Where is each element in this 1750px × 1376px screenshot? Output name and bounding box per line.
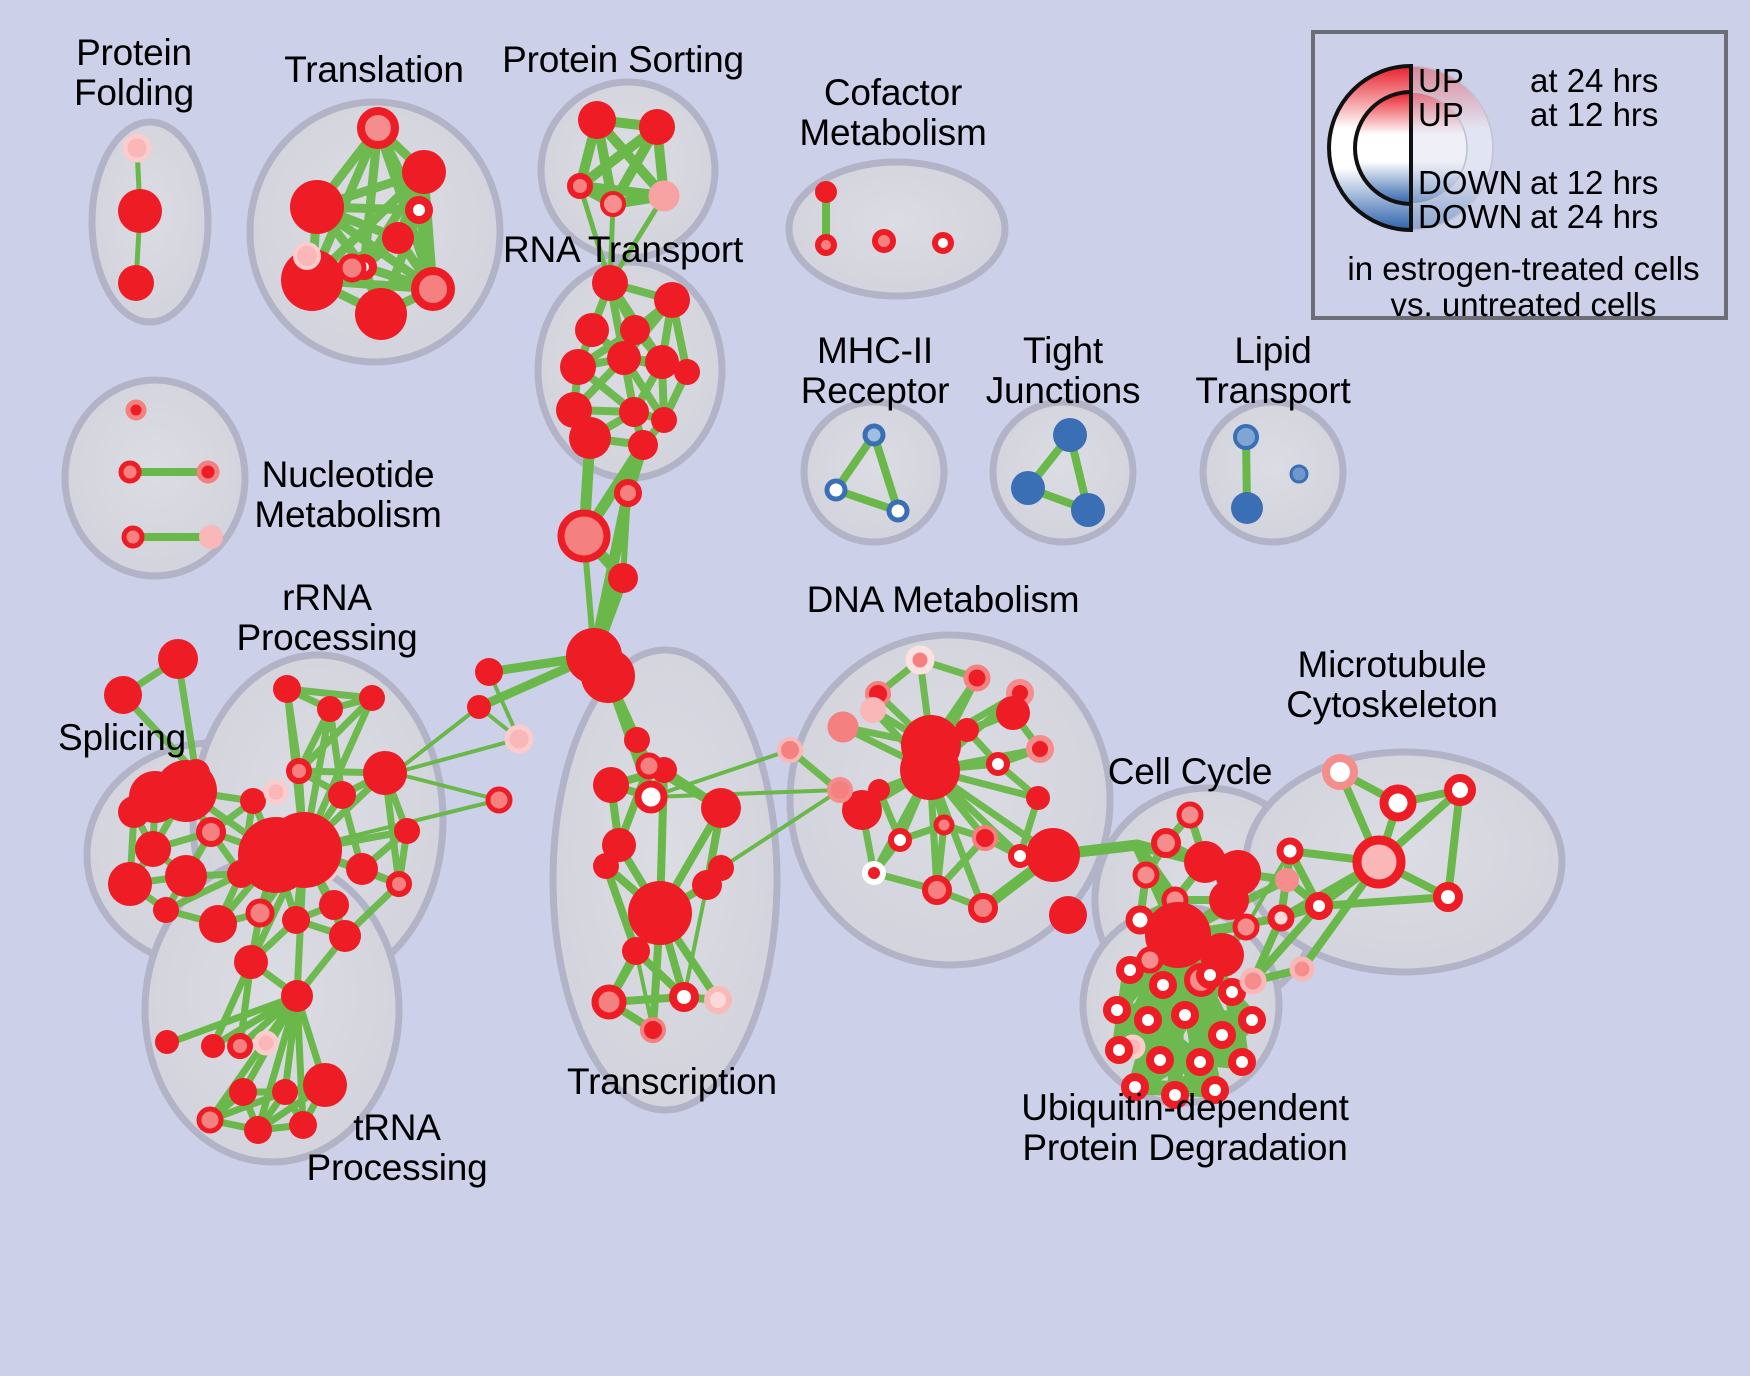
cluster-label-mhc-ii-receptor: MHC-II Receptor (800, 330, 950, 411)
cluster-label-microtubule-cytoskeleton: Microtubule Cytoskeleton (1286, 644, 1498, 725)
legend-node-diagram (1327, 63, 1494, 233)
cluster-label-lipid-transport: Lipid Transport (1195, 330, 1351, 411)
blob-mhc (800, 398, 948, 546)
legend-direction-2: DOWN (1418, 164, 1523, 201)
blob-cofactor (785, 158, 1009, 300)
cluster-label-nucleotide-metabolism: Nucleotide Metabolism (254, 454, 442, 535)
cluster-label-trna-processing: tRNA Processing (306, 1107, 488, 1188)
cluster-label-cell-cycle: Cell Cycle (1107, 751, 1273, 792)
cluster-label-tight-junctions: Tight Junctions (985, 330, 1141, 411)
cluster-label-splicing: Splicing (58, 717, 186, 758)
legend-time-0: at 24 hrs (1530, 62, 1659, 99)
legend-direction-0: UP (1418, 62, 1464, 99)
blob-transcription (549, 646, 781, 1114)
blob-nucleotide (61, 376, 249, 580)
legend-time-2: at 12 hrs (1530, 164, 1659, 201)
legend-caption-line2: vs. untreated cells (1390, 286, 1657, 323)
legend-time-3: at 24 hrs (1530, 198, 1659, 235)
legend-direction-1: UP (1418, 96, 1464, 133)
cluster-label-rna-transport: RNA Transport (502, 229, 744, 270)
network-nodes (104, 101, 1476, 1144)
legend-box: UP at 24 hrs UP at 12 hrs DOWN at 12 hrs… (1311, 30, 1728, 323)
cluster-label-dna-metabolism: DNA Metabolism (806, 579, 1080, 620)
cluster-label-ubiquitin-degradation: Ubiquitin-dependent Protein Degradation (1021, 1087, 1349, 1168)
cluster-label-protein-sorting: Protein Sorting (502, 39, 744, 80)
cluster-label-rrna-processing: rRNA Processing (236, 577, 418, 658)
legend-direction-3: DOWN (1418, 198, 1523, 235)
cluster-label-protein-folding: Protein Folding (74, 32, 194, 113)
legend-caption-line1: in estrogen-treated cells (1347, 250, 1700, 287)
cluster-label-cofactor-metabolism: Cofactor Metabolism (799, 72, 987, 153)
cluster-label-translation: Translation (284, 49, 464, 90)
cluster-label-transcription: Transcription (567, 1061, 777, 1102)
legend-time-1: at 12 hrs (1530, 96, 1659, 133)
blob-lipid-transport (1199, 398, 1347, 546)
